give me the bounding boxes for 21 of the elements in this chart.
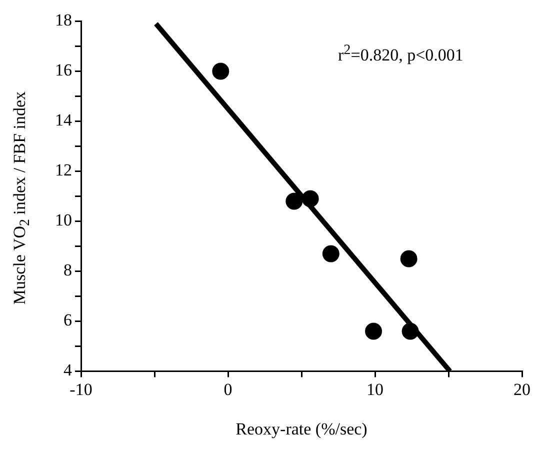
y-tick-label: 12 — [55, 160, 72, 180]
y-tick-label: 6 — [64, 310, 72, 330]
point — [212, 62, 230, 80]
x-tick-label: 10 — [366, 380, 384, 399]
point — [286, 192, 303, 210]
point — [402, 322, 419, 340]
point — [302, 190, 319, 208]
point — [365, 322, 382, 340]
y-tick-label: 8 — [64, 260, 72, 280]
y-tick-label: 16 — [55, 60, 72, 80]
y-tick-label: 14 — [55, 110, 72, 130]
x-tick-label: 20 — [514, 380, 530, 399]
annotation: r$^{2}$=0.820, p<0.001 — [338, 42, 464, 66]
x-axis-title: Reoxy-rate (%/sec) — [236, 419, 368, 438]
y-tick-label: 4 — [64, 360, 72, 380]
y-tick-label: 18 — [55, 10, 72, 30]
point — [400, 250, 418, 268]
y-tick-label: 10 — [55, 210, 72, 230]
x-tick-label: -10 — [70, 380, 92, 399]
x-tick-label: 0 — [224, 380, 232, 399]
point — [322, 245, 340, 262]
